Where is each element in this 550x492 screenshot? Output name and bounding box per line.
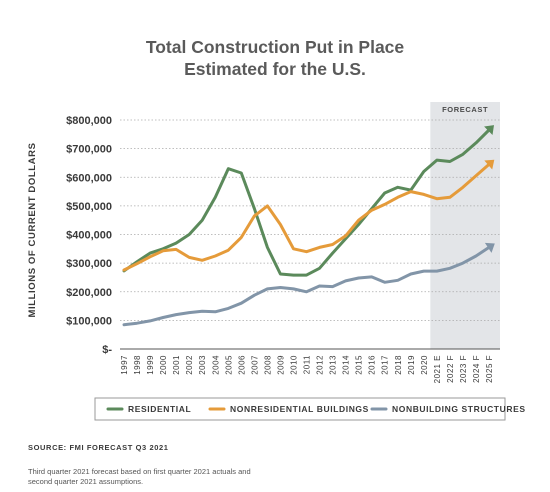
x-tick-label: 2019 [407, 355, 416, 375]
series-arrowhead-1 [484, 159, 495, 170]
x-tick-label: 2023 F [459, 355, 468, 383]
x-tick-label: 2024 F [472, 355, 481, 383]
series-line-0 [122, 128, 491, 277]
y-axis-label: MILLIONS OF CURRENT DOLLARS [27, 142, 38, 317]
x-tick-label: 2009 [276, 355, 285, 375]
x-tick-label: 2015 [355, 355, 364, 375]
series-lines [122, 125, 495, 327]
x-tick-label: 2021 E [433, 355, 442, 383]
x-tick-label: 2008 [263, 355, 272, 375]
footnote: Third quarter 2021 forecast based on fir… [28, 467, 251, 486]
y-tick-label: $200,000 [66, 287, 112, 299]
x-tick-label: 2006 [237, 355, 246, 375]
x-tick-label: 2007 [250, 355, 259, 375]
y-tick-label: $800,000 [66, 115, 112, 127]
x-tick-label: 2022 F [446, 355, 455, 383]
y-tick-label: $300,000 [66, 258, 112, 270]
x-tick-label: 2010 [289, 355, 298, 375]
x-tick-label: 2011 [303, 355, 312, 374]
x-tick-label: 2025 F [485, 355, 494, 383]
x-tick-label: 2000 [159, 355, 168, 375]
y-tick-label: $600,000 [66, 172, 112, 184]
x-tick-label: 2018 [394, 355, 403, 375]
x-tick-label: 2012 [316, 355, 325, 375]
y-tick-label: $500,000 [66, 201, 112, 213]
x-tick-label: 2005 [224, 355, 233, 375]
x-tick-label: 2014 [342, 355, 351, 375]
x-tick-label: 1997 [120, 355, 129, 375]
series-line-1 [122, 162, 491, 272]
x-axis-ticks: 1997 1998 1999 2000 2001 2002 2003 2004 2005 2006… [120, 355, 494, 383]
forecast-band [430, 102, 500, 349]
source-note: SOURCE: FMI FORECAST Q3 2021 [28, 443, 169, 452]
x-tick-label: 2002 [185, 355, 194, 375]
x-tick-label: 2004 [211, 355, 220, 375]
x-tick-label: 2003 [198, 355, 207, 375]
x-tick-label: 2013 [329, 355, 338, 375]
chart-title-line-2: Estimated for the U.S. [184, 59, 366, 79]
y-tick-label: $400,000 [66, 230, 112, 242]
legend-label-2: NONBUILDING STRUCTURES [392, 404, 526, 414]
legend: RESIDENTIAL NONRESIDENTIAL BUILDINGS NONBU… [94, 397, 526, 421]
y-tick-label: $700,000 [66, 144, 112, 156]
series-arrowhead-0 [484, 125, 494, 135]
x-tick-label: 1999 [146, 355, 155, 375]
x-tick-label: 2001 [172, 355, 181, 375]
y-tick-label: $- [102, 344, 112, 356]
x-tick-label: 2020 [420, 355, 429, 375]
x-tick-label: 1998 [133, 355, 142, 375]
y-tick-label: $100,000 [66, 315, 112, 327]
legend-label-1: NONRESIDENTIAL BUILDINGS [230, 404, 369, 414]
legend-border [94, 397, 506, 421]
series-line-2 [122, 245, 491, 327]
y-axis-ticks: $- $100,000 $200,000 $300,000 $400,000 $500,0… [66, 115, 112, 356]
legend-label-0: RESIDENTIAL [128, 404, 191, 414]
series-arrowhead-2 [484, 242, 495, 253]
x-tick-label: 2016 [368, 355, 377, 375]
chart-title-line-1: Total Construction Put in Place [146, 37, 405, 57]
forecast-label: FORECAST [442, 105, 488, 114]
x-tick-label: 2017 [381, 355, 390, 375]
